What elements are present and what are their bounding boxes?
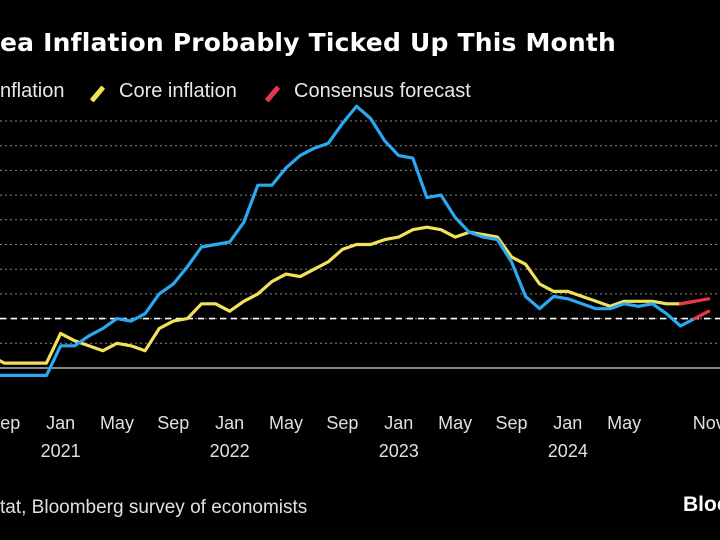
forecast-line-2 bbox=[692, 309, 711, 321]
x-tick-label: Nov bbox=[693, 413, 720, 433]
x-year-label: 2022 bbox=[210, 441, 250, 461]
forecast-line-1 bbox=[678, 297, 711, 306]
x-axis-ticks: Sep Jan May Sep Jan May Sep Jan May Sep Jan May Nov 2… bbox=[0, 413, 720, 461]
x-tick-label: May bbox=[438, 413, 472, 433]
x-tick-label: May bbox=[269, 413, 303, 433]
x-year-label: 2023 bbox=[379, 441, 419, 461]
x-tick-label: Jan bbox=[215, 413, 244, 433]
x-year-label: 2024 bbox=[548, 441, 588, 461]
series-lines bbox=[0, 104, 711, 377]
source-note: tat, Bloomberg survey of economists bbox=[0, 497, 308, 518]
legend-label-headline: nflation bbox=[0, 80, 65, 102]
x-tick-label: Jan bbox=[46, 413, 75, 433]
x-year-label: 2021 bbox=[41, 441, 81, 461]
x-tick-label: Sep bbox=[0, 413, 20, 433]
chart-title: ea Inflation Probably Ticked Up This Mon… bbox=[0, 28, 617, 57]
headline-inflation-line bbox=[0, 104, 697, 377]
x-tick-label: Jan bbox=[384, 413, 413, 433]
x-tick-label: Sep bbox=[157, 413, 189, 433]
x-tick-label: Sep bbox=[495, 413, 527, 433]
core-inflation-line bbox=[0, 225, 697, 365]
legend-label-forecast: Consensus forecast bbox=[294, 80, 471, 102]
x-tick-label: May bbox=[100, 413, 134, 433]
legend: nflation Core inflation Consensus foreca… bbox=[0, 80, 720, 106]
x-tick-label: Sep bbox=[326, 413, 358, 433]
x-tick-label: Jan bbox=[553, 413, 582, 433]
brand-logo: Bloo bbox=[683, 493, 720, 516]
legend-label-core: Core inflation bbox=[119, 80, 237, 102]
x-tick-label: May bbox=[607, 413, 641, 433]
